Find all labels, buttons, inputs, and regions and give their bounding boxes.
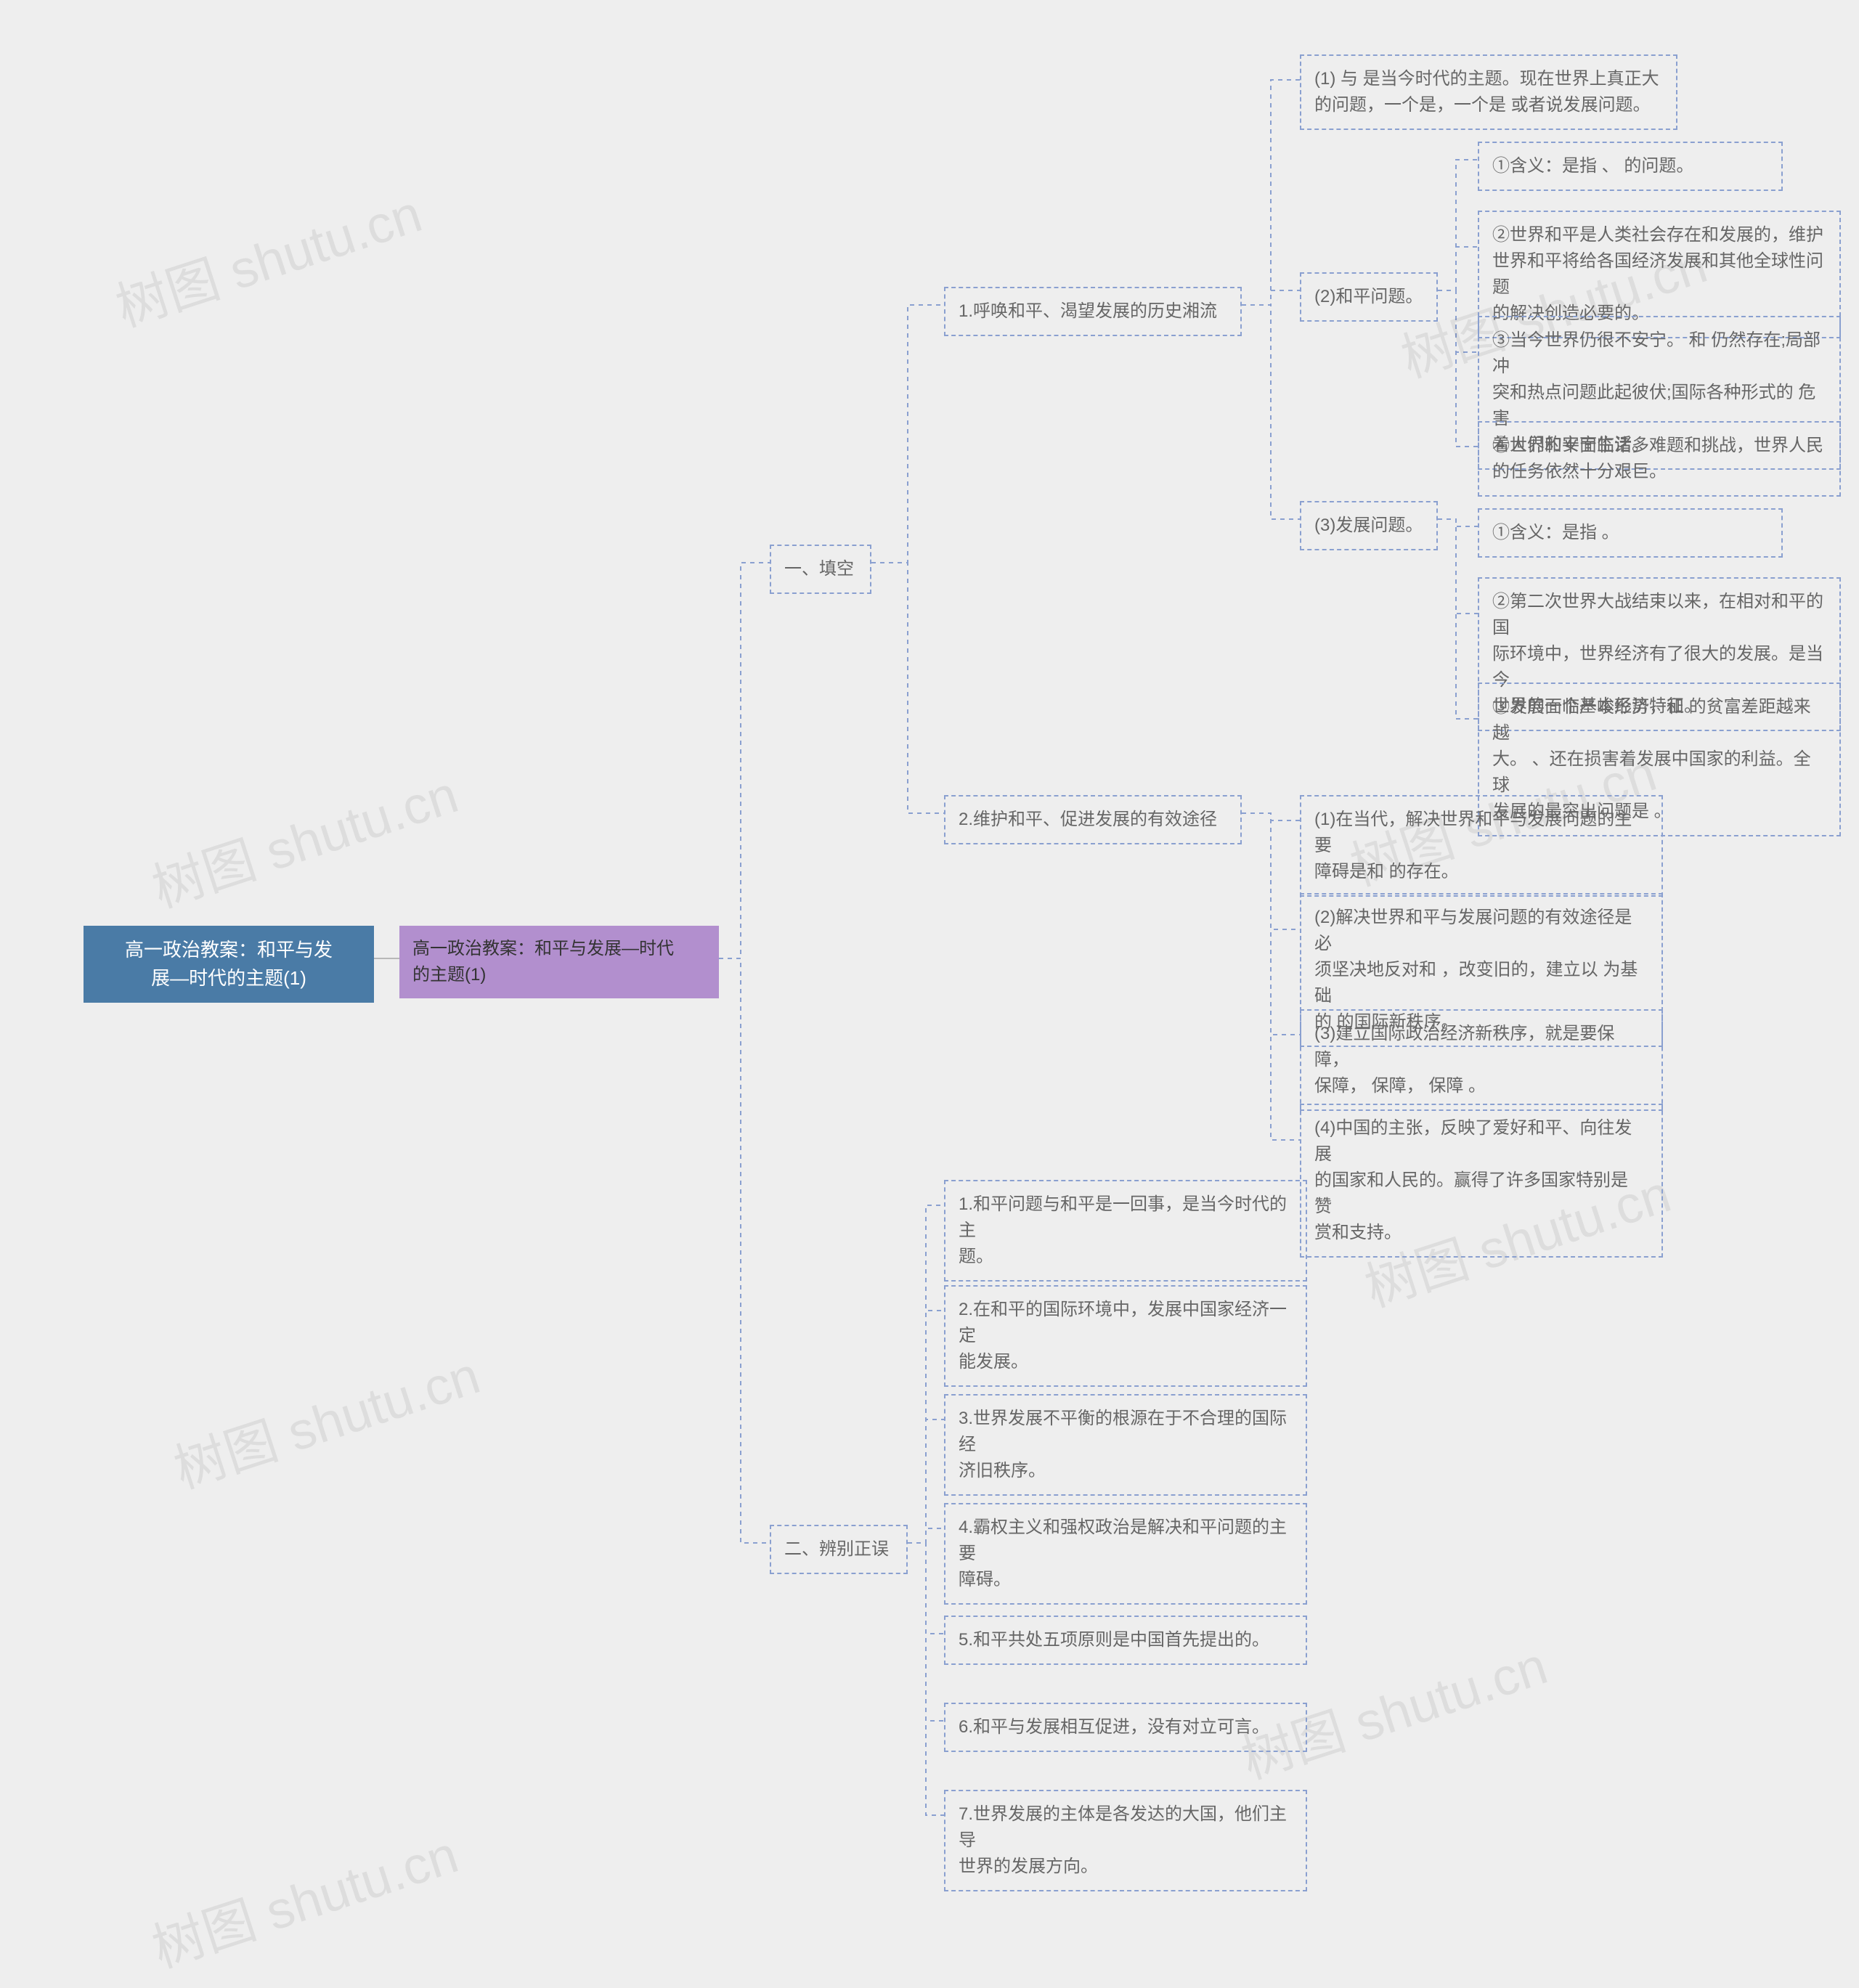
node-label: (3)发展问题。 — [1314, 516, 1423, 535]
watermark: 树图 shutu.cn — [141, 751, 465, 922]
node-label: 二、辨别正误 — [784, 1539, 889, 1559]
node-label: 5.和平共处五项原则是中国首先提出的。 — [959, 1630, 1269, 1650]
mindmap-node-b7[interactable]: 7.世界发展的主体是各发达的大国，他们主导世界的发展方向。 — [944, 1790, 1307, 1891]
mindmap-node-b1[interactable]: 1.和平问题与和平是一回事，是当今时代的主题。 — [944, 1180, 1307, 1282]
mindmap-node-b3[interactable]: 3.世界发展不平衡的根源在于不合理的国际经济旧秩序。 — [944, 1394, 1307, 1496]
mindmap-node-l3b[interactable]: 2.维护和平、促进发展的有效途径 — [944, 795, 1242, 844]
node-label: (1)在当代，解决世界和平与发展问题的主要障碍是和 的存在。 — [1314, 810, 1632, 881]
node-label: (1) 与 是当今时代的主题。现在世界上真正大的问题，一个是，一个是 或者说发展… — [1314, 69, 1659, 115]
mindmap-node-l1[interactable]: 高一政治教案：和平与发展—时代的主题(1) — [399, 926, 719, 998]
node-label: 2.在和平的国际环境中，发展中国家经济一定能发展。 — [959, 1300, 1287, 1372]
node-label: ④世界和平面临诸多难题和挑战，世界人民的任务依然十分艰巨。 — [1492, 436, 1823, 481]
node-label: 2.维护和平、促进发展的有效途径 — [959, 810, 1217, 829]
node-label: 高一政治教案：和平与发展—时代的主题(1) — [412, 939, 674, 985]
watermark: 树图 shutu.cn — [105, 171, 429, 341]
mindmap-node-b2[interactable]: 2.在和平的国际环境中，发展中国家经济一定能发展。 — [944, 1285, 1307, 1387]
node-label: 1.呼唤和平、渴望发展的历史湘流 — [959, 301, 1217, 321]
mindmap-node-b4[interactable]: 4.霸权主义和强权政治是解决和平问题的主要障碍。 — [944, 1503, 1307, 1605]
mindmap-node-a2[interactable]: (2)和平问题。 — [1300, 272, 1438, 322]
node-label: 7.世界发展的主体是各发达的大国，他们主导世界的发展方向。 — [959, 1804, 1287, 1876]
watermark: 树图 shutu.cn — [163, 1332, 487, 1503]
mindmap-node-a1[interactable]: (1) 与 是当今时代的主题。现在世界上真正大的问题，一个是，一个是 或者说发展… — [1300, 54, 1677, 130]
node-label: ①含义：是指 、 的问题。 — [1492, 156, 1693, 176]
watermark: 树图 shutu.cn — [141, 1812, 465, 1982]
node-label: 高一政治教案：和平与发展—时代的主题(1) — [125, 939, 333, 989]
mindmap-node-a3[interactable]: (3)发展问题。 — [1300, 501, 1438, 550]
mindmap-node-l3a[interactable]: 1.呼唤和平、渴望发展的历史湘流 — [944, 287, 1242, 336]
mindmap-node-p1[interactable]: ①含义：是指 、 的问题。 — [1478, 142, 1783, 191]
node-label: 6.和平与发展相互促进，没有对立可言。 — [959, 1717, 1269, 1737]
node-label: 1.和平问题与和平是一回事，是当今时代的主题。 — [959, 1194, 1287, 1266]
mindmap-node-w1[interactable]: (1)在当代，解决世界和平与发展问题的主要障碍是和 的存在。 — [1300, 795, 1663, 897]
mindmap-node-d1[interactable]: ①含义：是指 。 — [1478, 508, 1783, 558]
node-label: 一、填空 — [784, 559, 854, 579]
mindmap-node-b6[interactable]: 6.和平与发展相互促进，没有对立可言。 — [944, 1703, 1307, 1752]
mindmap-node-w4[interactable]: (4)中国的主张，反映了爱好和平、向往发展的国家和人民的。赢得了许多国家特别是 … — [1300, 1104, 1663, 1258]
node-label: (4)中国的主张，反映了爱好和平、向往发展的国家和人民的。赢得了许多国家特别是 … — [1314, 1118, 1632, 1242]
node-label: 4.霸权主义和强权政治是解决和平问题的主要障碍。 — [959, 1518, 1287, 1589]
node-label: 3.世界发展不平衡的根源在于不合理的国际经济旧秩序。 — [959, 1409, 1287, 1480]
mindmap-node-b5[interactable]: 5.和平共处五项原则是中国首先提出的。 — [944, 1616, 1307, 1665]
mindmap-node-l2a[interactable]: 一、填空 — [770, 545, 871, 594]
mindmap-node-l2b[interactable]: 二、辨别正误 — [770, 1525, 908, 1574]
mindmap-node-p4[interactable]: ④世界和平面临诸多难题和挑战，世界人民的任务依然十分艰巨。 — [1478, 421, 1841, 497]
mindmap-node-root[interactable]: 高一政治教案：和平与发展—时代的主题(1) — [84, 926, 374, 1003]
node-label: (2)和平问题。 — [1314, 287, 1423, 306]
node-label: (3)建立国际政治经济新秩序，就是要保障，保障， 保障， 保障 。 — [1314, 1024, 1614, 1096]
node-label: ①含义：是指 。 — [1492, 523, 1619, 542]
node-label: ②世界和平是人类社会存在和发展的，维护世界和平将给各国经济发展和其他全球性问题的… — [1492, 225, 1823, 323]
mindmap-node-w3[interactable]: (3)建立国际政治经济新秩序，就是要保障，保障， 保障， 保障 。 — [1300, 1009, 1663, 1111]
